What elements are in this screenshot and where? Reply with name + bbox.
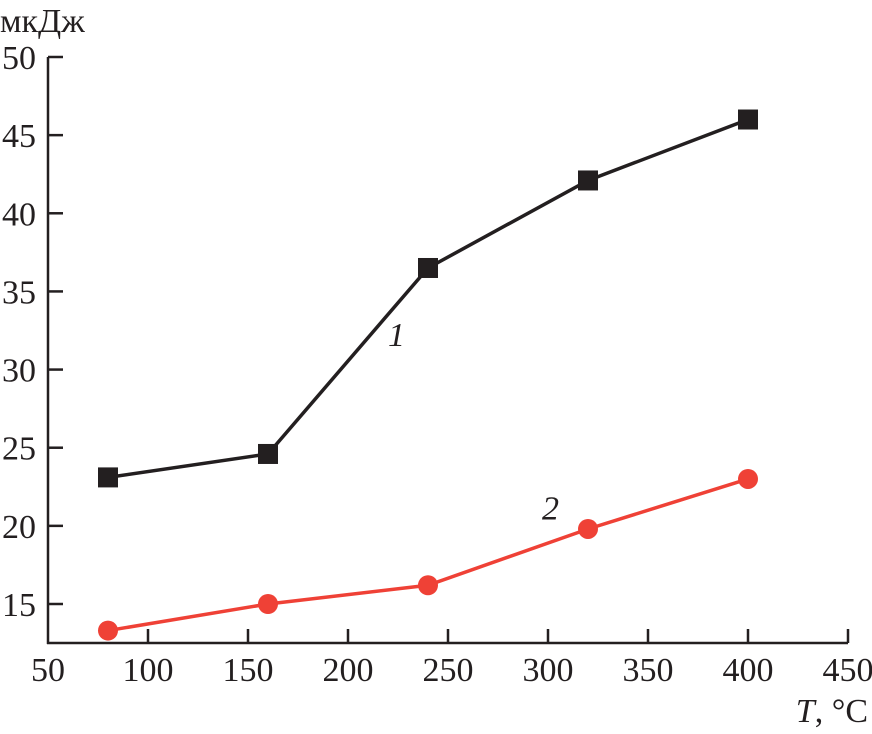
series-1-point	[98, 467, 118, 488]
series-2-point	[578, 518, 598, 539]
series-1-line	[107, 117, 749, 480]
x-tick-label: 200	[323, 652, 374, 689]
x-tick-label: 250	[423, 652, 474, 689]
series-2-label: 2	[542, 491, 559, 528]
x-axis-variable: T	[796, 693, 817, 730]
y-tick-label: 30	[2, 353, 36, 390]
series-1-point	[738, 109, 758, 130]
series-2-point	[418, 575, 438, 596]
y-tick-label: 35	[2, 274, 36, 311]
x-axis-unit: , °C	[815, 693, 868, 730]
x-tick-label: 100	[123, 652, 174, 689]
series-2-point	[258, 594, 278, 614]
series-1-point	[578, 170, 598, 191]
x-tick-label: 400	[723, 652, 774, 689]
x-tick-label: 300	[523, 652, 574, 689]
y-tick-label: 15	[2, 587, 36, 624]
y-tick-label: 20	[2, 509, 36, 546]
series-2-line	[107, 477, 749, 633]
y-tick-label: 45	[2, 118, 36, 155]
x-tick-label: 450	[823, 652, 872, 689]
series-1-label: 1	[388, 317, 405, 354]
series-1-point	[258, 443, 278, 464]
y-axis-title: мкДж	[0, 3, 85, 40]
x-axis-title: T, °C	[796, 693, 868, 730]
x-tick-label: 150	[223, 652, 274, 689]
x-tick-label: 50	[31, 652, 65, 689]
x-tick-label: 350	[623, 652, 674, 689]
y-tick-label: 50	[2, 40, 36, 77]
y-tick-label: 25	[2, 431, 36, 468]
y-tick-label: 40	[2, 196, 36, 233]
series-2-point	[738, 468, 758, 489]
series-1-point	[418, 257, 438, 278]
series-2-point	[98, 620, 118, 641]
